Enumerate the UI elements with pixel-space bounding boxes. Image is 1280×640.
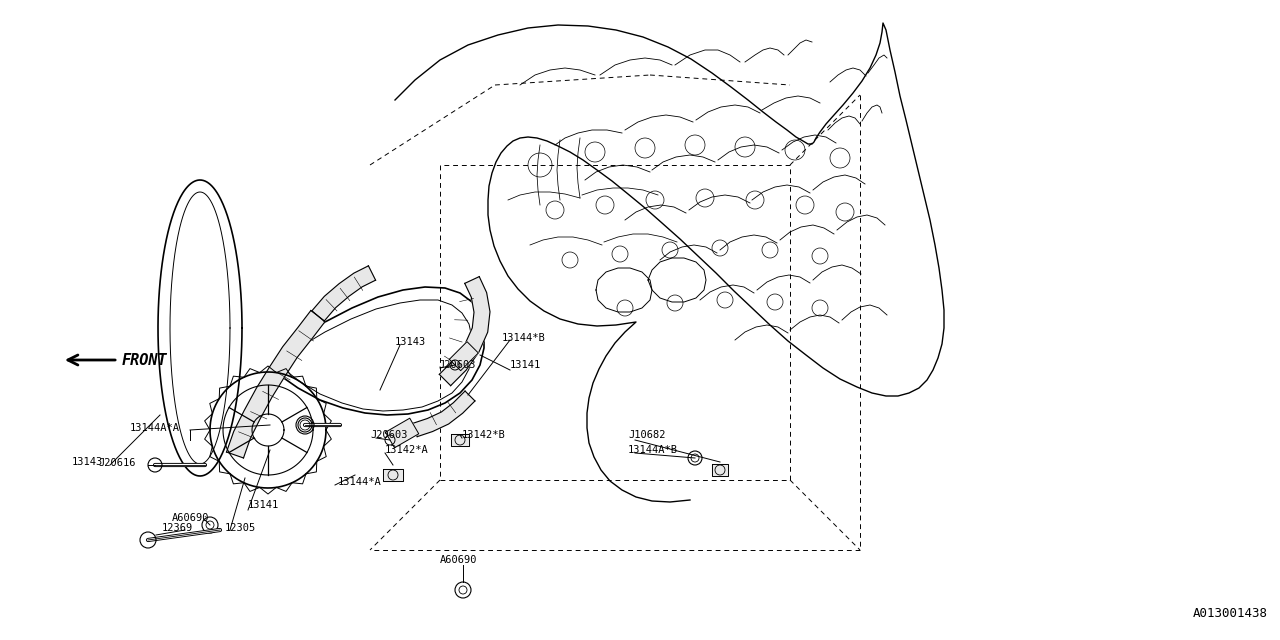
Polygon shape xyxy=(712,465,728,476)
Text: A60690: A60690 xyxy=(172,513,210,523)
Polygon shape xyxy=(385,418,419,448)
Text: 13144*A: 13144*A xyxy=(338,477,381,487)
Text: 13141: 13141 xyxy=(509,360,541,370)
Polygon shape xyxy=(384,468,403,481)
Polygon shape xyxy=(451,434,468,446)
Text: 12305: 12305 xyxy=(225,523,256,533)
Text: J20603: J20603 xyxy=(438,360,475,370)
Polygon shape xyxy=(227,310,325,458)
Text: 13142*A: 13142*A xyxy=(385,445,429,455)
Text: 13144*B: 13144*B xyxy=(502,333,545,343)
Text: 13142*B: 13142*B xyxy=(462,430,506,440)
Text: A60690: A60690 xyxy=(440,555,477,565)
Text: 13144A*A: 13144A*A xyxy=(131,423,180,433)
Polygon shape xyxy=(449,342,479,371)
Polygon shape xyxy=(312,266,375,321)
Text: J10682: J10682 xyxy=(628,430,666,440)
Text: J20603: J20603 xyxy=(370,430,407,440)
Polygon shape xyxy=(439,276,490,386)
Text: J20616: J20616 xyxy=(99,458,136,468)
Polygon shape xyxy=(412,391,475,436)
Text: FRONT: FRONT xyxy=(122,353,168,367)
Text: 13141: 13141 xyxy=(248,500,279,510)
Text: A013001438: A013001438 xyxy=(1193,607,1268,620)
Text: 13144A*B: 13144A*B xyxy=(628,445,678,455)
Text: 13143: 13143 xyxy=(396,337,426,347)
Text: 12369: 12369 xyxy=(163,523,193,533)
Text: 13143: 13143 xyxy=(72,457,104,467)
